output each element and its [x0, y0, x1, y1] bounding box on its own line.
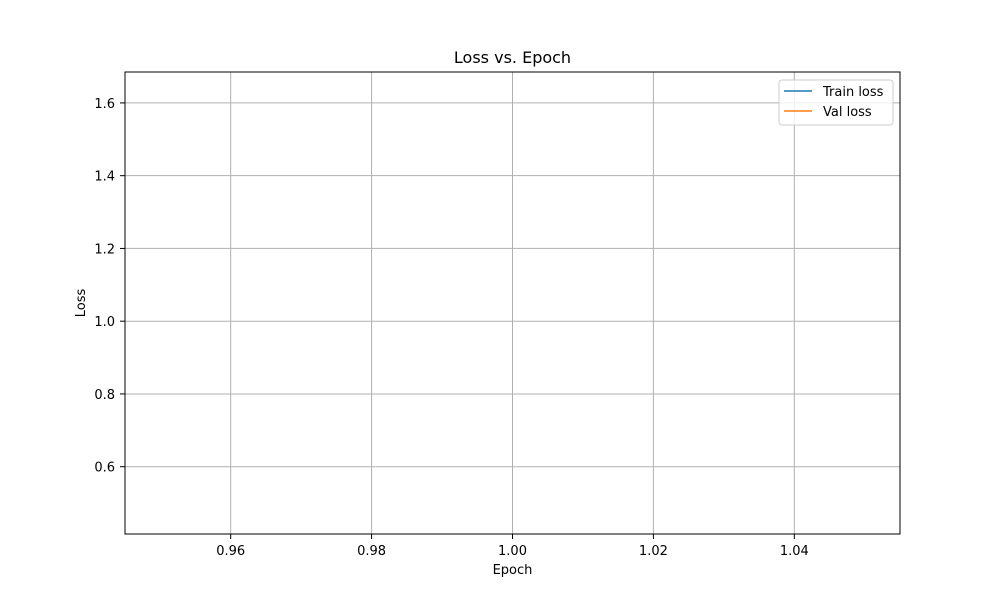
x-tick-label: 0.98 [357, 544, 386, 559]
x-tick-label: 0.96 [216, 544, 245, 559]
y-tick-label: 0.8 [94, 388, 115, 403]
x-tick-label: 1.02 [639, 544, 668, 559]
legend-label: Train loss [822, 85, 884, 100]
x-ticks: 0.96 0.98 1.00 1.02 1.04 [216, 534, 809, 559]
x-tick-label: 1.00 [498, 544, 527, 559]
x-axis-label: Epoch [493, 563, 533, 578]
y-tick-label: 1.4 [94, 170, 115, 185]
y-axis-label: Loss [74, 289, 89, 318]
chart-title: Loss vs. Epoch [454, 48, 571, 67]
y-tick-label: 1.2 [94, 242, 115, 257]
x-tick-label: 1.04 [780, 544, 809, 559]
y-tick-label: 1.6 [94, 97, 115, 112]
y-ticks: 0.6 0.8 1.0 1.2 1.4 1.6 [94, 97, 125, 476]
y-tick-label: 0.6 [94, 461, 115, 476]
legend-label: Val loss [823, 105, 872, 120]
grid [125, 72, 900, 534]
legend: Train loss Val loss [778, 79, 894, 126]
y-tick-label: 1.0 [94, 315, 115, 330]
